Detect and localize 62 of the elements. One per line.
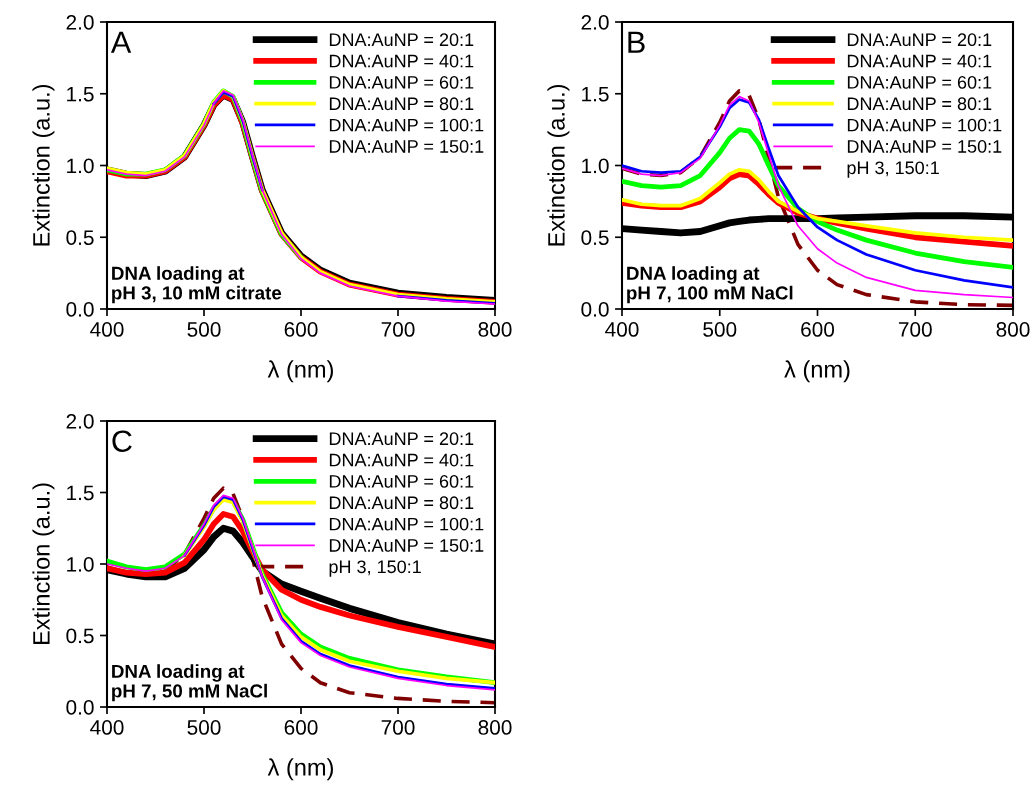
x-tick-label: 500 xyxy=(187,720,221,735)
x-tick-label: 700 xyxy=(381,720,415,735)
x-tick-label: 800 xyxy=(478,322,512,337)
legend-label: DNA:AuNP = 40:1 xyxy=(329,453,474,467)
x-tick-label: 500 xyxy=(187,322,221,337)
x-tick-label: 400 xyxy=(90,720,124,735)
legend-label: DNA:AuNP = 150:1 xyxy=(329,140,484,153)
y-tick-label: 1.5 xyxy=(67,86,94,102)
legend-label: DNA:AuNP = 60:1 xyxy=(329,76,474,89)
x-tick-label: 600 xyxy=(801,322,835,337)
legend-label: DNA:AuNP = 100:1 xyxy=(329,517,484,531)
x-axis-title: λ (nm) xyxy=(267,758,333,781)
legend-label: DNA:AuNP = 150:1 xyxy=(329,539,484,552)
y-axis-title: Extinction (a.u.) xyxy=(32,483,55,645)
y-tick-label: 2.0 xyxy=(66,15,94,30)
y-tick-label: 1.5 xyxy=(582,86,609,102)
y-tick-label: 1.0 xyxy=(67,158,94,174)
legend-label: DNA:AuNP = 40:1 xyxy=(329,54,474,68)
y-tick-label: 1.5 xyxy=(67,485,94,501)
y-tick-label: 0.5 xyxy=(66,628,94,644)
x-tick-label: 700 xyxy=(898,322,932,337)
y-tick-label: 0.0 xyxy=(66,700,94,715)
x-tick-label: 600 xyxy=(284,322,318,337)
x-axis-title: λ (nm) xyxy=(784,360,850,383)
annotation: A xyxy=(110,31,132,53)
annotation: C xyxy=(112,430,132,453)
legend-label: DNA:AuNP = 60:1 xyxy=(329,475,474,488)
annotation: B xyxy=(628,31,645,53)
y-tick-label: 1.0 xyxy=(67,557,94,572)
annotation: DNA loading at pH 7, 100 mM NaCl xyxy=(627,266,793,304)
legend-label: DNA:AuNP = 80:1 xyxy=(329,496,474,510)
x-tick-label: 400 xyxy=(90,322,124,337)
y-tick-label: 0.5 xyxy=(581,230,609,245)
y-axis-title: Extinction (a.u.) xyxy=(32,84,55,246)
y-tick-label: 2.0 xyxy=(66,414,94,429)
x-axis-title: λ (nm) xyxy=(267,360,333,383)
legend-label: DNA:AuNP = 20:1 xyxy=(329,33,474,47)
legend-label: pH 3, 150:1 xyxy=(847,161,939,178)
y-tick-label: 2.0 xyxy=(581,15,609,30)
x-tick-label: 800 xyxy=(478,720,512,735)
legend-label: DNA:AuNP = 20:1 xyxy=(847,33,992,47)
legend-label: DNA:AuNP = 20:1 xyxy=(329,432,474,446)
legend-label: DNA:AuNP = 60:1 xyxy=(847,76,992,89)
x-tick-label: 600 xyxy=(284,720,318,735)
annotation: DNA loading at pH 3, 10 mM citrate xyxy=(112,266,282,304)
y-tick-label: 0.0 xyxy=(66,302,94,317)
x-tick-label: 800 xyxy=(996,322,1030,337)
annotation: DNA loading at pH 7, 50 mM NaCl xyxy=(112,664,267,702)
x-tick-label: 500 xyxy=(703,322,737,337)
y-tick-label: 1.0 xyxy=(582,158,609,174)
legend-label: DNA:AuNP = 100:1 xyxy=(847,118,1002,132)
legend-label: DNA:AuNP = 40:1 xyxy=(847,54,992,68)
y-tick-label: 0.0 xyxy=(581,302,609,317)
y-tick-label: 0.5 xyxy=(66,230,94,245)
legend-label: pH 3, 150:1 xyxy=(329,560,421,577)
x-tick-label: 700 xyxy=(381,322,415,337)
legend-label: DNA:AuNP = 80:1 xyxy=(329,97,474,111)
legend-label: DNA:AuNP = 100:1 xyxy=(329,118,484,132)
y-axis-title: Extinction (a.u.) xyxy=(547,84,570,246)
x-tick-label: 400 xyxy=(605,322,639,337)
legend-label: DNA:AuNP = 80:1 xyxy=(847,97,992,111)
legend-label: DNA:AuNP = 150:1 xyxy=(847,140,1002,153)
